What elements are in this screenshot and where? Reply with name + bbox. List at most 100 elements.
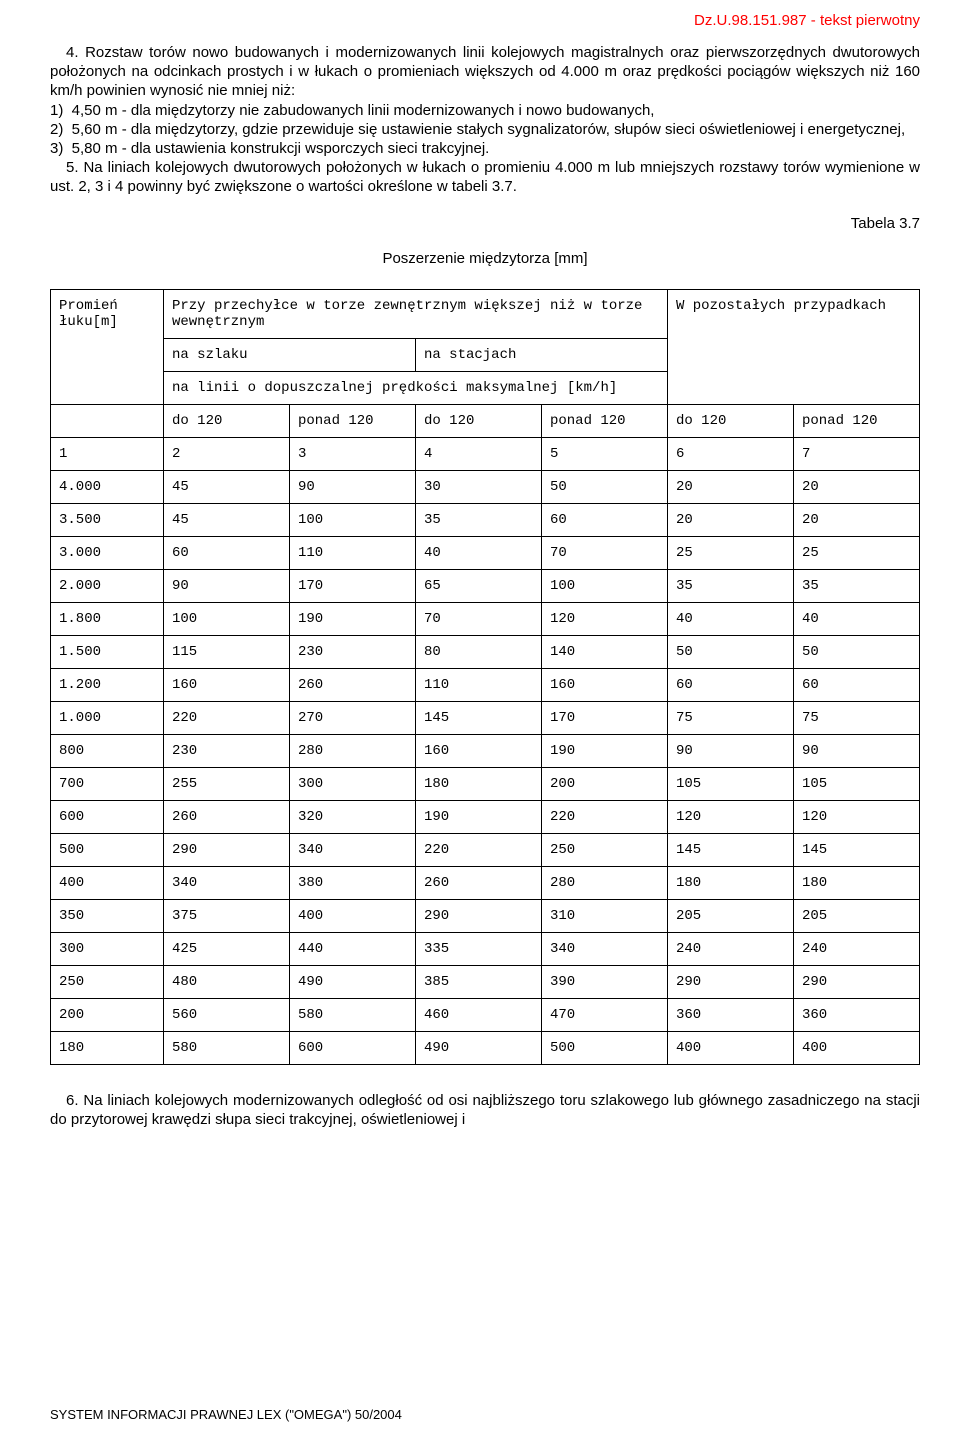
table-cell: 90	[289, 470, 415, 503]
table-header-row-1: Promień łuku[m] Przy przechyłce w torze …	[51, 289, 920, 338]
table-cell: 600	[51, 800, 164, 833]
table-cell: 500	[541, 1031, 667, 1064]
table-cell: 60	[541, 503, 667, 536]
table-cell: 70	[541, 536, 667, 569]
table-cell: 50	[667, 635, 793, 668]
table-colnum: 4	[415, 437, 541, 470]
page: Dz.U.98.151.987 - tekst pierwotny 4. Roz…	[0, 0, 960, 1430]
th-stacje: na stacjach	[415, 338, 667, 371]
th-speed: ponad 120	[793, 404, 919, 437]
table-row: 3.0006011040702525	[51, 536, 920, 569]
table-cell: 340	[289, 833, 415, 866]
table-row: 4.000459030502020	[51, 470, 920, 503]
table-cell: 145	[793, 833, 919, 866]
table-cell: 145	[667, 833, 793, 866]
table-cell: 300	[289, 767, 415, 800]
table-colnum: 3	[289, 437, 415, 470]
table-row: 1.500115230801405050	[51, 635, 920, 668]
table-cell: 90	[793, 734, 919, 767]
table-cell: 290	[793, 965, 919, 998]
table-cell: 20	[793, 503, 919, 536]
table-cell: 180	[415, 767, 541, 800]
th-speed: ponad 120	[541, 404, 667, 437]
table-cell: 200	[541, 767, 667, 800]
table-cell: 580	[163, 1031, 289, 1064]
table-number: Tabela 3.7	[851, 215, 920, 232]
table-cell: 400	[51, 866, 164, 899]
table-cell: 240	[667, 932, 793, 965]
table-cell: 50	[793, 635, 919, 668]
table-row: 1.0002202701451707575	[51, 701, 920, 734]
table-cell: 45	[163, 503, 289, 536]
table-cell: 280	[289, 734, 415, 767]
table-cell: 25	[667, 536, 793, 569]
th-speed: do 120	[415, 404, 541, 437]
table-row: 3.5004510035602020	[51, 503, 920, 536]
table-cell: 240	[793, 932, 919, 965]
table-cell: 230	[289, 635, 415, 668]
table-cell: 480	[163, 965, 289, 998]
table-cell: 290	[667, 965, 793, 998]
table-cell: 560	[163, 998, 289, 1031]
table-cell: 1.200	[51, 668, 164, 701]
table-cell: 220	[163, 701, 289, 734]
data-table: Promień łuku[m] Przy przechyłce w torze …	[50, 289, 920, 1065]
table-row: 700255300180200105105	[51, 767, 920, 800]
table-cell: 75	[793, 701, 919, 734]
table-cell: 60	[667, 668, 793, 701]
table-cell: 260	[289, 668, 415, 701]
table-cell: 25	[793, 536, 919, 569]
table-row: 180580600490500400400	[51, 1031, 920, 1064]
table-cell: 3.000	[51, 536, 164, 569]
table-colnum: 7	[793, 437, 919, 470]
table-cell: 425	[163, 932, 289, 965]
table-cell: 40	[667, 602, 793, 635]
table-cell: 580	[289, 998, 415, 1031]
table-cell: 300	[51, 932, 164, 965]
table-cell: 110	[289, 536, 415, 569]
table-cell: 205	[667, 899, 793, 932]
table-cell: 50	[541, 470, 667, 503]
th-speed: ponad 120	[289, 404, 415, 437]
list-item-1: 1) 4,50 m - dla międzytorzy nie zabudowa…	[50, 101, 920, 120]
table-row: 250480490385390290290	[51, 965, 920, 998]
table-cell: 250	[51, 965, 164, 998]
table-row: 400340380260280180180	[51, 866, 920, 899]
table-row: 1.800100190701204040	[51, 602, 920, 635]
th-promien: Promień łuku[m]	[51, 289, 164, 404]
table-cell: 105	[793, 767, 919, 800]
table-cell: 360	[667, 998, 793, 1031]
table-cell: 20	[793, 470, 919, 503]
table-cell: 335	[415, 932, 541, 965]
table-row: 500290340220250145145	[51, 833, 920, 866]
table-cell: 70	[415, 602, 541, 635]
table-header-row-4: do 120 ponad 120 do 120 ponad 120 do 120…	[51, 404, 920, 437]
table-cell: 1.500	[51, 635, 164, 668]
table-cell: 360	[793, 998, 919, 1031]
table-cell: 340	[163, 866, 289, 899]
table-cell: 255	[163, 767, 289, 800]
table-cell: 75	[667, 701, 793, 734]
table-cell: 220	[415, 833, 541, 866]
footer: SYSTEM INFORMACJI PRAWNEJ LEX ("OMEGA") …	[50, 1407, 402, 1422]
table-cell: 160	[541, 668, 667, 701]
table-cell: 490	[415, 1031, 541, 1064]
table-cell: 100	[289, 503, 415, 536]
table-cell: 20	[667, 503, 793, 536]
table-row: 8002302801601909090	[51, 734, 920, 767]
table-cell: 400	[667, 1031, 793, 1064]
table-cell: 40	[415, 536, 541, 569]
table-colnum: 1	[51, 437, 164, 470]
table-cell: 180	[793, 866, 919, 899]
table-cell: 500	[51, 833, 164, 866]
table-cell: 280	[541, 866, 667, 899]
table-cell: 120	[793, 800, 919, 833]
table-cell: 1.000	[51, 701, 164, 734]
table-colnum: 5	[541, 437, 667, 470]
table-cell: 200	[51, 998, 164, 1031]
table-cell: 470	[541, 998, 667, 1031]
table-cell: 2.000	[51, 569, 164, 602]
table-cell: 600	[289, 1031, 415, 1064]
body-text-lower: 6. Na liniach kolejowych modernizowanych…	[50, 1091, 920, 1129]
table-cell: 340	[541, 932, 667, 965]
